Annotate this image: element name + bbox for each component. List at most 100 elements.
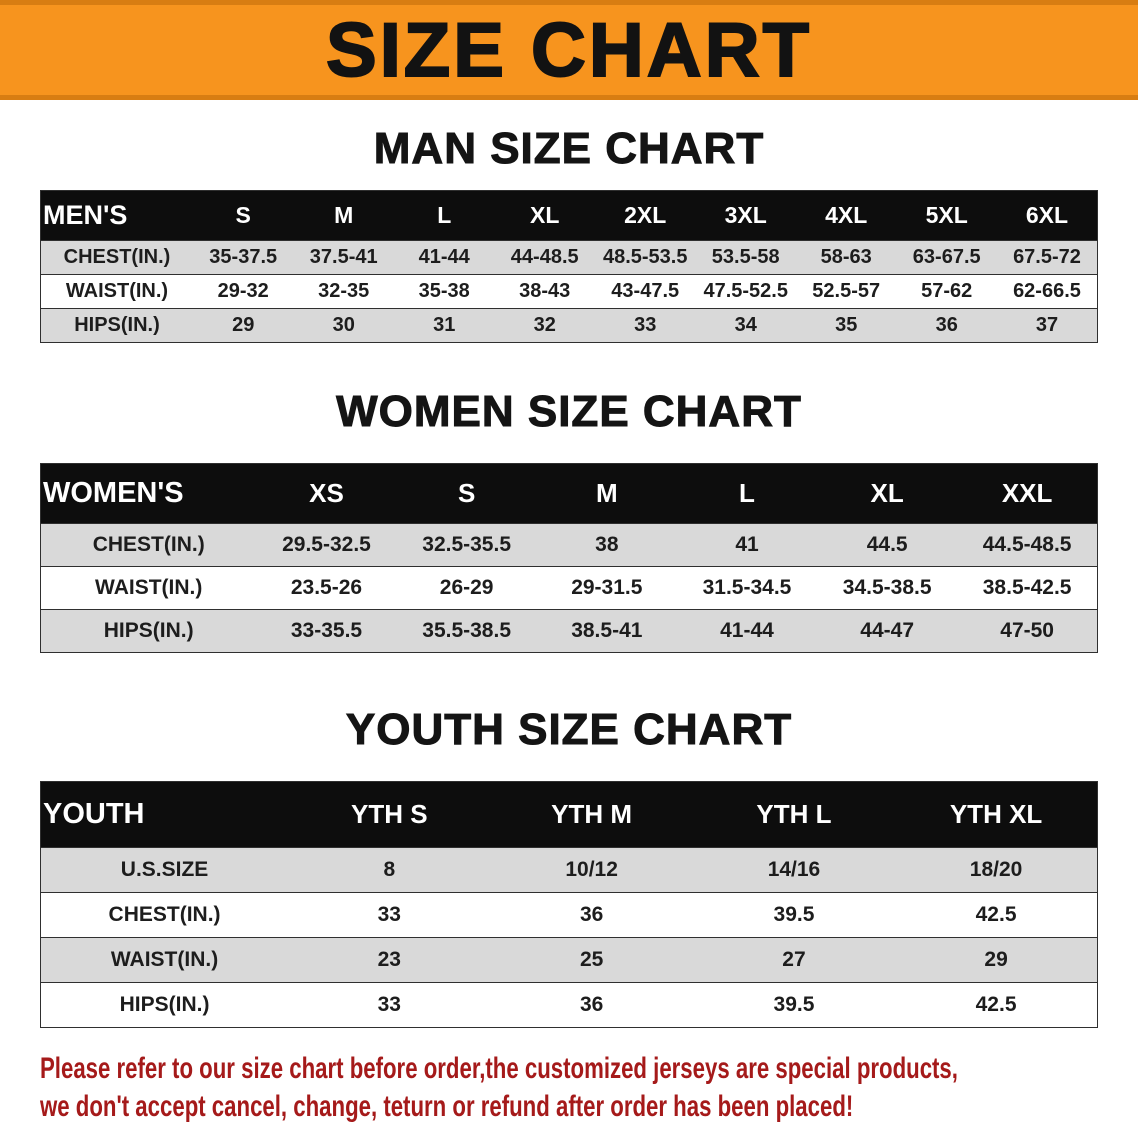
size-column-header: YTH M (490, 781, 693, 848)
row-label: WAIST(IN.) (40, 937, 289, 983)
row-label: HIPS(IN.) (40, 982, 289, 1028)
size-value: 36 (490, 892, 693, 938)
banner: SIZE CHART (0, 0, 1138, 100)
size-column-header: XXL (957, 463, 1098, 524)
size-column-header: L (393, 190, 495, 241)
size-value: 41-44 (393, 240, 495, 275)
size-value: 41-44 (676, 609, 818, 653)
row-label: CHEST(IN.) (40, 892, 289, 938)
size-value: 39.5 (692, 892, 896, 938)
table-row: WAIST(IN.) 29-32 32-35 35-38 38-43 43-47.5 47.… (40, 274, 1098, 309)
table-row: U.S.SIZE 8 10/12 14/16 18/20 (40, 847, 1098, 893)
size-value: 23.5-26 (256, 566, 397, 610)
size-value: 44-47 (817, 609, 958, 653)
size-column-header: YTH L (692, 781, 896, 848)
size-value: 53.5-58 (695, 240, 796, 275)
size-table: YOUTH YTH S YTH M YTH L YTH XL U.S.SIZE 8 10/12… (40, 781, 1098, 1028)
table-row: CHEST(IN.) 33 36 39.5 42.5 (40, 892, 1098, 938)
size-value: 34 (695, 308, 796, 343)
size-column-header: M (536, 463, 677, 524)
size-column-header: XL (494, 190, 595, 241)
table-row: WAIST(IN.) 23 25 27 29 (40, 937, 1098, 983)
size-table: WOMEN'S XS S M L XL XXL CHEST(IN.) 29.5-32.5 32.5… (40, 463, 1098, 653)
size-table: MEN'S S M L XL 2XL 3XL 4XL 5XL 6XL CHEST(IN.) 35-37… (40, 190, 1098, 343)
size-value: 38.5-42.5 (957, 566, 1098, 610)
men-section-heading: MAN SIZE CHART (373, 124, 765, 174)
size-value: 47-50 (957, 609, 1098, 653)
size-value: 31.5-34.5 (676, 566, 818, 610)
row-label: WAIST(IN.) (40, 566, 257, 610)
row-label: U.S.SIZE (40, 847, 289, 893)
size-value: 26-29 (396, 566, 537, 610)
youth-size-chart-section: YOUTH SIZE CHART YOUTH YTH S YTH M YTH L YTH… (40, 705, 1098, 1028)
women-size-chart-section: WOMEN SIZE CHART WOMEN'S XS S M L XL XXL CHEST(… (40, 387, 1098, 653)
size-value: 35.5-38.5 (396, 609, 537, 653)
size-value: 41 (676, 523, 818, 567)
size-value: 43-47.5 (594, 274, 696, 309)
table-header-row: YOUTH YTH S YTH M YTH L YTH XL (40, 781, 1098, 848)
size-value: 34.5-38.5 (817, 566, 958, 610)
size-value: 37.5-41 (293, 240, 394, 275)
size-value: 37 (996, 308, 1098, 343)
size-value: 18/20 (895, 847, 1098, 893)
youth-size-table-container: YOUTH YTH S YTH M YTH L YTH XL U.S.SIZE 8 10/12… (40, 781, 1098, 1028)
table-row: CHEST(IN.) 29.5-32.5 32.5-35.5 38 41 44.5 44.5… (40, 523, 1098, 567)
table-row: WAIST(IN.) 23.5-26 26-29 29-31.5 31.5-34.5 34… (40, 566, 1098, 610)
table-header-row: WOMEN'S XS S M L XL XXL (40, 463, 1098, 524)
size-value: 29-31.5 (536, 566, 677, 610)
table-title-cell: YOUTH (40, 781, 289, 848)
size-value: 36 (490, 982, 693, 1028)
youth-section-heading: YOUTH SIZE CHART (345, 705, 793, 755)
size-value: 31 (393, 308, 495, 343)
size-value: 29 (895, 937, 1098, 983)
size-column-header: 5XL (896, 190, 997, 241)
table-row: CHEST(IN.) 35-37.5 37.5-41 41-44 44-48.5 48.5… (40, 240, 1098, 275)
size-value: 29.5-32.5 (256, 523, 397, 567)
size-value: 35 (795, 308, 897, 343)
size-column-header: XL (817, 463, 958, 524)
row-label: HIPS(IN.) (40, 308, 193, 343)
row-label: CHEST(IN.) (40, 240, 193, 275)
table-header-row: MEN'S S M L XL 2XL 3XL 4XL 5XL 6XL (40, 190, 1098, 241)
size-column-header: 2XL (594, 190, 696, 241)
size-value: 39.5 (692, 982, 896, 1028)
size-value: 35-38 (393, 274, 495, 309)
size-value: 52.5-57 (795, 274, 897, 309)
table-row: HIPS(IN.) 33-35.5 35.5-38.5 38.5-41 41-44 44-… (40, 609, 1098, 653)
row-label: WAIST(IN.) (40, 274, 193, 309)
size-value: 57-62 (896, 274, 997, 309)
men-size-chart-section: MAN SIZE CHART MEN'S S M L XL 2XL 3XL 4XL 5XL 6XL… (40, 124, 1098, 343)
table-title-cell: WOMEN'S (40, 463, 257, 524)
size-value: 32-35 (293, 274, 394, 309)
size-column-header: YTH S (288, 781, 491, 848)
table-row: HIPS(IN.) 29 30 31 32 33 34 35 36 37 (40, 308, 1098, 343)
size-column-header: XS (256, 463, 397, 524)
size-value: 30 (293, 308, 394, 343)
size-column-header: 3XL (695, 190, 796, 241)
size-value: 10/12 (490, 847, 693, 893)
table-title-cell: MEN'S (40, 190, 193, 241)
size-value: 44.5 (817, 523, 958, 567)
size-value: 44-48.5 (494, 240, 595, 275)
size-value: 67.5-72 (996, 240, 1098, 275)
size-column-header: YTH XL (895, 781, 1098, 848)
notice-line-1: Please refer to our size chart before or… (40, 1052, 958, 1085)
size-value: 48.5-53.5 (594, 240, 696, 275)
size-column-header: M (293, 190, 394, 241)
row-label: HIPS(IN.) (40, 609, 257, 653)
size-column-header: S (192, 190, 294, 241)
women-section-heading: WOMEN SIZE CHART (336, 387, 802, 437)
women-size-table-container: WOMEN'S XS S M L XL XXL CHEST(IN.) 29.5-32.5 32.5… (40, 463, 1098, 653)
size-column-header: L (676, 463, 818, 524)
table-row: HIPS(IN.) 33 36 39.5 42.5 (40, 982, 1098, 1028)
page-title: SIZE CHART (325, 7, 812, 94)
size-value: 62-66.5 (996, 274, 1098, 309)
size-value: 29 (192, 308, 294, 343)
size-value: 32 (494, 308, 595, 343)
size-value: 33 (594, 308, 696, 343)
size-value: 33 (288, 892, 491, 938)
size-column-header: 6XL (996, 190, 1098, 241)
size-value: 44.5-48.5 (957, 523, 1098, 567)
size-value: 47.5-52.5 (695, 274, 796, 309)
